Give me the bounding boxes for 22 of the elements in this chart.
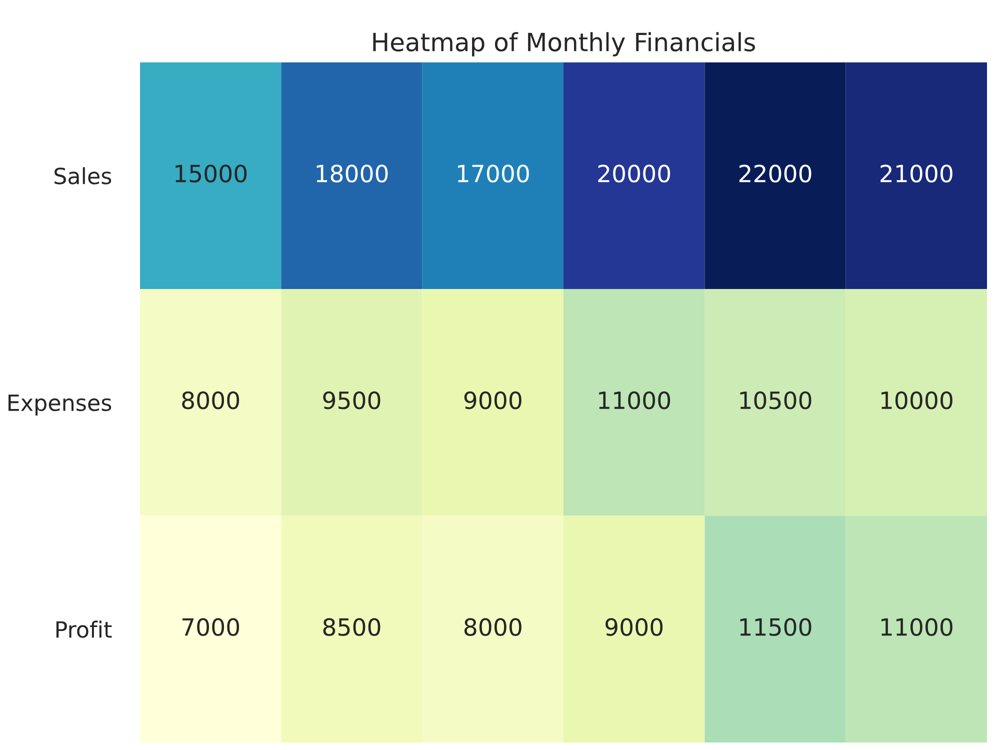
data-label: 21000	[880, 164, 952, 182]
data-label: 20000	[598, 164, 670, 182]
data-label: 8500	[323, 618, 380, 636]
data-label: 15000	[176, 164, 247, 182]
chart-title: Heatmap of Monthly Financials	[373, 32, 755, 56]
data-label: 18000	[316, 164, 388, 182]
data-label: 10000	[881, 391, 952, 410]
data-label: 11000	[881, 618, 952, 636]
y-tick-label: Expenses	[8, 394, 112, 416]
data-label: 8000	[464, 618, 522, 636]
data-label: 22000	[739, 164, 812, 182]
data-label: 17000	[458, 164, 529, 182]
data-label: 7000	[182, 618, 240, 636]
data-label: 10500	[740, 391, 812, 410]
data-label: 11500	[740, 618, 812, 636]
data-label: 9000	[606, 618, 663, 636]
data-label: 11000	[599, 391, 670, 410]
y-tick-label: Sales	[54, 167, 112, 184]
data-label: 9000	[464, 391, 522, 410]
data-label: 8000	[182, 391, 240, 410]
data-label: 9500	[323, 391, 380, 410]
y-tick-label: Profit	[56, 620, 112, 638]
